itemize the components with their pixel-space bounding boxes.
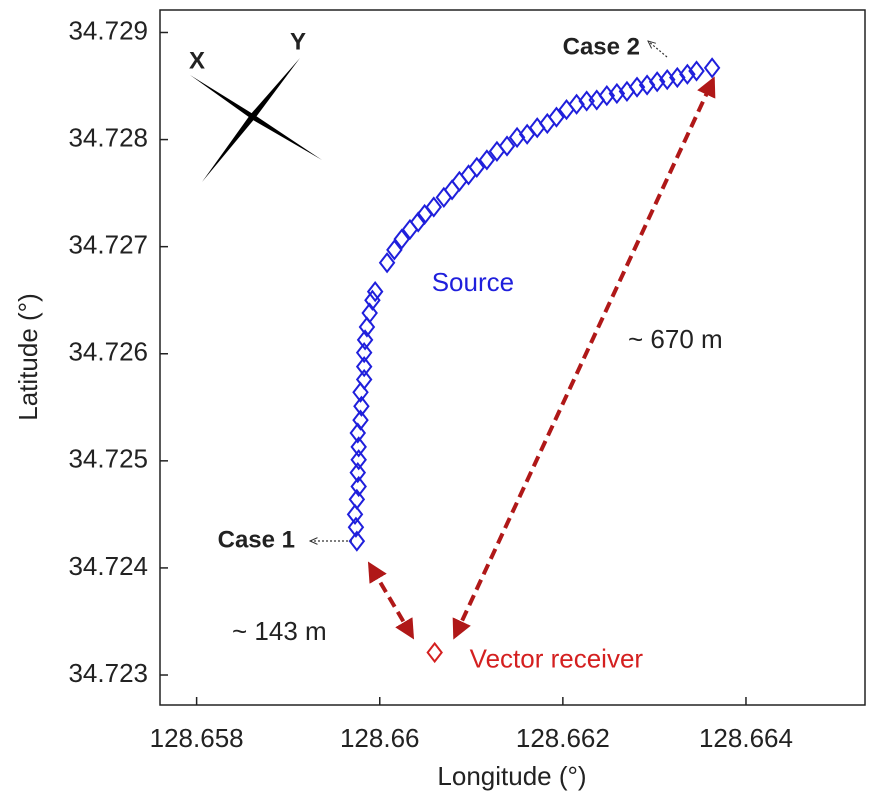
y-tick-label: 34.725: [68, 444, 148, 474]
y-tick-label: 34.723: [68, 658, 148, 688]
x-axis-label: Longitude (°): [437, 761, 586, 791]
marker: [358, 316, 376, 338]
marker: [443, 179, 461, 201]
marker: [361, 302, 378, 324]
marker: [355, 342, 373, 364]
marker: [350, 436, 367, 458]
marker: [353, 395, 370, 417]
x-tick-label: 128.664: [699, 723, 793, 753]
marker: [350, 475, 367, 498]
distance-label: ~ 670 m: [628, 324, 723, 354]
marker: [460, 164, 477, 186]
marker: [350, 449, 367, 471]
marker: [349, 422, 367, 444]
marker: [349, 461, 367, 484]
marker: [348, 488, 366, 511]
compass-y: Y: [290, 28, 306, 55]
marker: [478, 149, 496, 171]
marker: [508, 126, 526, 149]
marker: [348, 530, 366, 552]
marker: [548, 106, 565, 128]
y-tick-label: 34.724: [68, 551, 148, 581]
marker: [498, 135, 516, 157]
marker: [679, 63, 696, 85]
x-tick-label: 128.662: [516, 723, 610, 753]
y-axis-label: Latitude (°): [13, 293, 43, 420]
y-tick-label: 34.729: [68, 15, 148, 45]
marker: [355, 355, 373, 378]
y-tick-label: 34.727: [68, 230, 148, 260]
marker: [352, 381, 369, 403]
marker: [366, 281, 384, 303]
marker: [688, 60, 705, 82]
marker: [425, 196, 443, 218]
compass-arm: [190, 75, 322, 160]
marker: [451, 170, 468, 192]
marker: [638, 74, 656, 96]
case1-label: Case 1: [218, 526, 295, 553]
marker: [355, 368, 373, 391]
compass-x: X: [189, 47, 205, 74]
marker: [568, 93, 585, 115]
marker: [352, 409, 369, 431]
y-tick-label: 34.728: [68, 122, 148, 152]
marker: [386, 239, 403, 261]
marker: [426, 641, 443, 664]
series-label: Vector receiver: [470, 643, 644, 673]
marker: [393, 228, 410, 250]
series-label: Source: [432, 267, 514, 297]
case2-label: Case 2: [563, 33, 640, 60]
marker: [347, 516, 365, 538]
marker: [468, 156, 486, 179]
y-tick-label: 34.726: [68, 337, 148, 367]
marker: [409, 211, 427, 233]
marker: [378, 252, 396, 274]
marker: [356, 329, 374, 351]
compass-arm: [202, 58, 300, 182]
x-tick-label: 128.66: [340, 723, 420, 753]
case-pointer: [648, 41, 668, 58]
distance-arrow: [367, 561, 415, 640]
marker: [346, 503, 364, 526]
distance-arrow: [452, 76, 716, 640]
plot-frame: [159, 9, 866, 706]
marker: [703, 57, 721, 79]
distance-label: ~ 143 m: [232, 616, 327, 646]
x-tick-label: 128.658: [150, 723, 244, 753]
marker: [669, 66, 686, 89]
